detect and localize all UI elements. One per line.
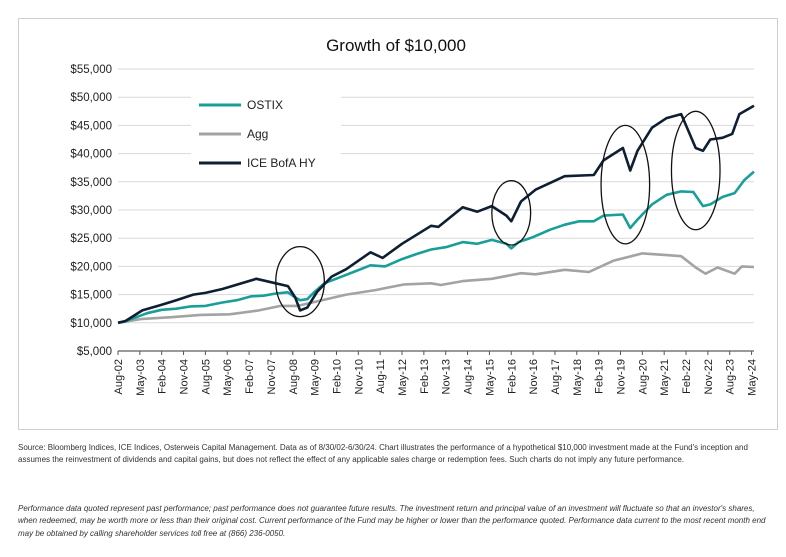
legend-label: OSTIX	[247, 98, 283, 112]
y-tick-label: $35,000	[70, 177, 112, 189]
highlight-ellipse	[491, 180, 532, 246]
chart-frame: Growth of $10,000 $5,000 $10,000 $15,000 $20…	[18, 18, 778, 430]
series-line-ostix	[117, 170, 755, 325]
x-tick-label: Aug-05	[200, 359, 212, 394]
x-tick-label: Aug-08	[288, 359, 300, 394]
y-tick-label: $20,000	[70, 261, 112, 273]
highlight-ellipse	[600, 124, 651, 245]
x-tick-label: Nov-13	[441, 359, 453, 394]
x-tick-label: May-12	[397, 359, 409, 396]
x-tick-label: Nov-04	[179, 359, 191, 394]
y-tick-label: $50,000	[70, 92, 112, 104]
x-tick-label: Feb-10	[331, 359, 343, 394]
y-tick-label: $5,000	[77, 346, 112, 358]
performance-disclaimer: Performance data quoted represent past p…	[18, 504, 766, 538]
x-tick-label: Feb-04	[157, 359, 169, 394]
x-tick-label: Feb-19	[594, 359, 606, 394]
x-tick-label: Nov-16	[528, 359, 540, 394]
x-tick-label: May-03	[135, 359, 147, 396]
x-tick-label: Aug-11	[375, 359, 387, 394]
legend-label: ICE BofA HY	[247, 156, 316, 170]
y-tick-label: $40,000	[70, 149, 112, 161]
source-note: Source: Bloomberg Indices, ICE Indices, …	[18, 443, 748, 465]
x-tick-label: Feb-07	[244, 359, 256, 394]
x-tick-label: Feb-16	[506, 359, 518, 394]
x-tick-label: May-18	[572, 359, 584, 396]
highlight-ellipse	[275, 246, 325, 318]
chart-title: Growth of $10,000	[326, 36, 466, 55]
x-tick-label: Feb-13	[419, 359, 431, 394]
y-tick-label: $45,000	[70, 120, 112, 132]
y-tick-label: $25,000	[70, 233, 112, 245]
highlight-ellipse	[670, 110, 721, 231]
x-tick-label: May-09	[310, 359, 322, 396]
x-tick-label: May-15	[484, 359, 496, 396]
x-tick-label: Feb-22	[681, 359, 693, 394]
series-line-agg	[117, 252, 755, 325]
x-tick-label: Aug-17	[550, 359, 562, 394]
y-tick-label: $30,000	[70, 205, 112, 217]
x-tick-label: Nov-22	[703, 359, 715, 394]
x-tick-label: Aug-02	[113, 359, 125, 394]
y-tick-label: $55,000	[70, 64, 112, 76]
x-tick-label: Aug-14	[463, 359, 475, 394]
x-tick-label: Nov-19	[615, 359, 627, 394]
x-tick-label: May-06	[222, 359, 234, 396]
x-tick-label: Aug-20	[637, 359, 649, 394]
x-tick-label: May-24	[747, 359, 759, 396]
growth-chart: Growth of $10,000 $5,000 $10,000 $15,000 $20…	[70, 36, 759, 396]
y-tick-label: $10,000	[70, 318, 112, 330]
legend-label: Agg	[247, 127, 268, 141]
x-tick-label: May-21	[659, 359, 671, 396]
series-line-ice-bofa-hy	[117, 104, 755, 325]
x-tick-label: Aug-23	[725, 359, 737, 394]
y-tick-label: $15,000	[70, 290, 112, 302]
x-tick-label: Nov-07	[266, 359, 278, 394]
x-tick-label: Nov-10	[353, 359, 365, 394]
